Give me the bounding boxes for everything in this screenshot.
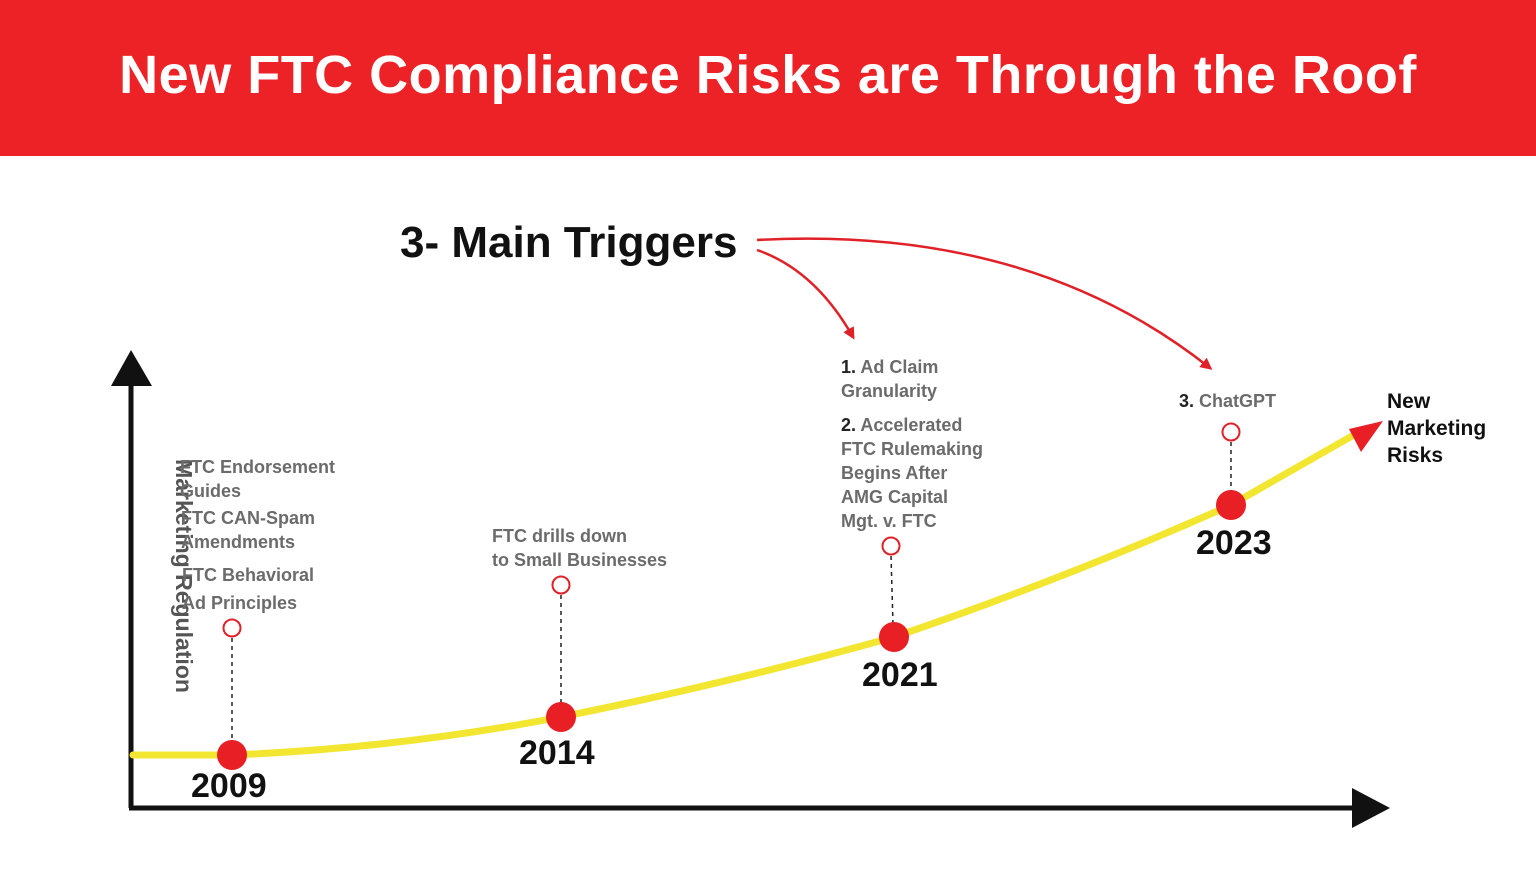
year-label-2009: 2009 xyxy=(191,767,267,805)
annotation-marker-2009 xyxy=(222,618,242,638)
header-banner: New FTC Compliance Risks are Through the… xyxy=(0,0,1536,156)
triggers-heading: 3- Main Triggers xyxy=(400,218,738,267)
curve-end-label: New Marketing Risks xyxy=(1387,390,1487,467)
note-2009-endorsement: FTC Endorsement Guides xyxy=(180,457,336,501)
annotation-marker-2023 xyxy=(1221,422,1241,442)
milestone-dot-2009 xyxy=(217,740,247,770)
trigger-arrow-1 xyxy=(756,248,855,340)
milestone-dot-2021 xyxy=(879,622,909,652)
milestone-dot-2014 xyxy=(546,702,576,732)
year-label-2014: 2014 xyxy=(519,734,595,772)
note-2014-small-business: FTC drills down to Small Businesses xyxy=(492,526,668,570)
page-title: New FTC Compliance Risks are Through the… xyxy=(119,45,1417,105)
y-axis-arrowhead xyxy=(111,350,152,386)
annotation-marker-2021 xyxy=(881,536,901,556)
trigger-arrow-3 xyxy=(756,237,1213,370)
note-2009-behavioral: FTC Behavioral Ad Principles xyxy=(182,565,315,613)
annotation-marker-2014 xyxy=(551,575,571,595)
year-label-2021: 2021 xyxy=(862,656,938,694)
year-label-2023: 2023 xyxy=(1196,524,1272,562)
x-axis-arrowhead xyxy=(1352,788,1390,828)
growth-curve xyxy=(129,432,1356,759)
connector-2021 xyxy=(890,555,894,625)
note-2021-ad-claim: 1. Ad Claim Granularity xyxy=(841,357,939,401)
milestone-dot-2023 xyxy=(1216,490,1246,520)
note-2021-rulemaking: 2. Accelerated FTC Rulemaking Begins Aft… xyxy=(841,415,984,531)
curve-arrowhead xyxy=(1349,421,1383,452)
note-2009-can-spam: FTC CAN-Spam Amendments xyxy=(181,508,315,552)
note-2023-chatgpt: 3. ChatGPT xyxy=(1179,391,1277,411)
